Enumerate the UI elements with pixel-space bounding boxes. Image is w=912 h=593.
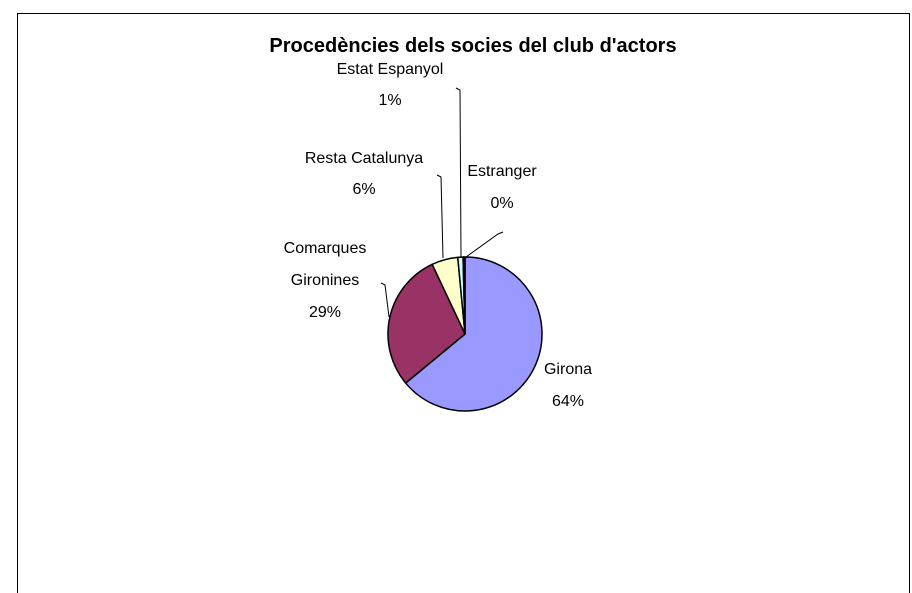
pie-slice-estranger (462, 256, 466, 335)
slice-labels: Girona 64% Comarques Gironines 29% Resta Cata… (284, 61, 592, 410)
chart-title: Procedències dels socies del club d'acto… (269, 35, 676, 57)
slice-value-label-estranger: 0% (490, 195, 513, 212)
leader-line-resta-catalunya (436, 174, 444, 259)
slice-value-label-resta-catalunya: 6% (352, 181, 375, 198)
slice-value-label-estat-espanyol: 1% (378, 92, 401, 109)
leader-lines (380, 87, 504, 318)
slice-value-label-girona: 64% (552, 393, 584, 410)
pie-chart: Procedències dels socies del club d'acto… (269, 35, 677, 412)
pie-slices (387, 256, 543, 412)
pie-slice-girona (404, 256, 543, 412)
slice-name-label-estranger: Estranger (467, 163, 537, 180)
slice-name-label-girona: Girona (544, 361, 592, 378)
leader-line-estat-espanyol (455, 87, 462, 258)
slice-name-label-comarques-gironines: Gironines (291, 272, 359, 289)
slice-name-label-resta-catalunya: Resta Catalunya (305, 150, 423, 167)
slice-name-label-estat-espanyol: Estat Espanyol (337, 61, 444, 78)
leader-line-estranger (465, 231, 504, 258)
slice-value-label-comarques-gironines: 29% (309, 304, 341, 321)
slice-name-label-comarques-gironines: Comarques (284, 240, 367, 257)
leader-line-comarques-gironines (380, 282, 390, 318)
